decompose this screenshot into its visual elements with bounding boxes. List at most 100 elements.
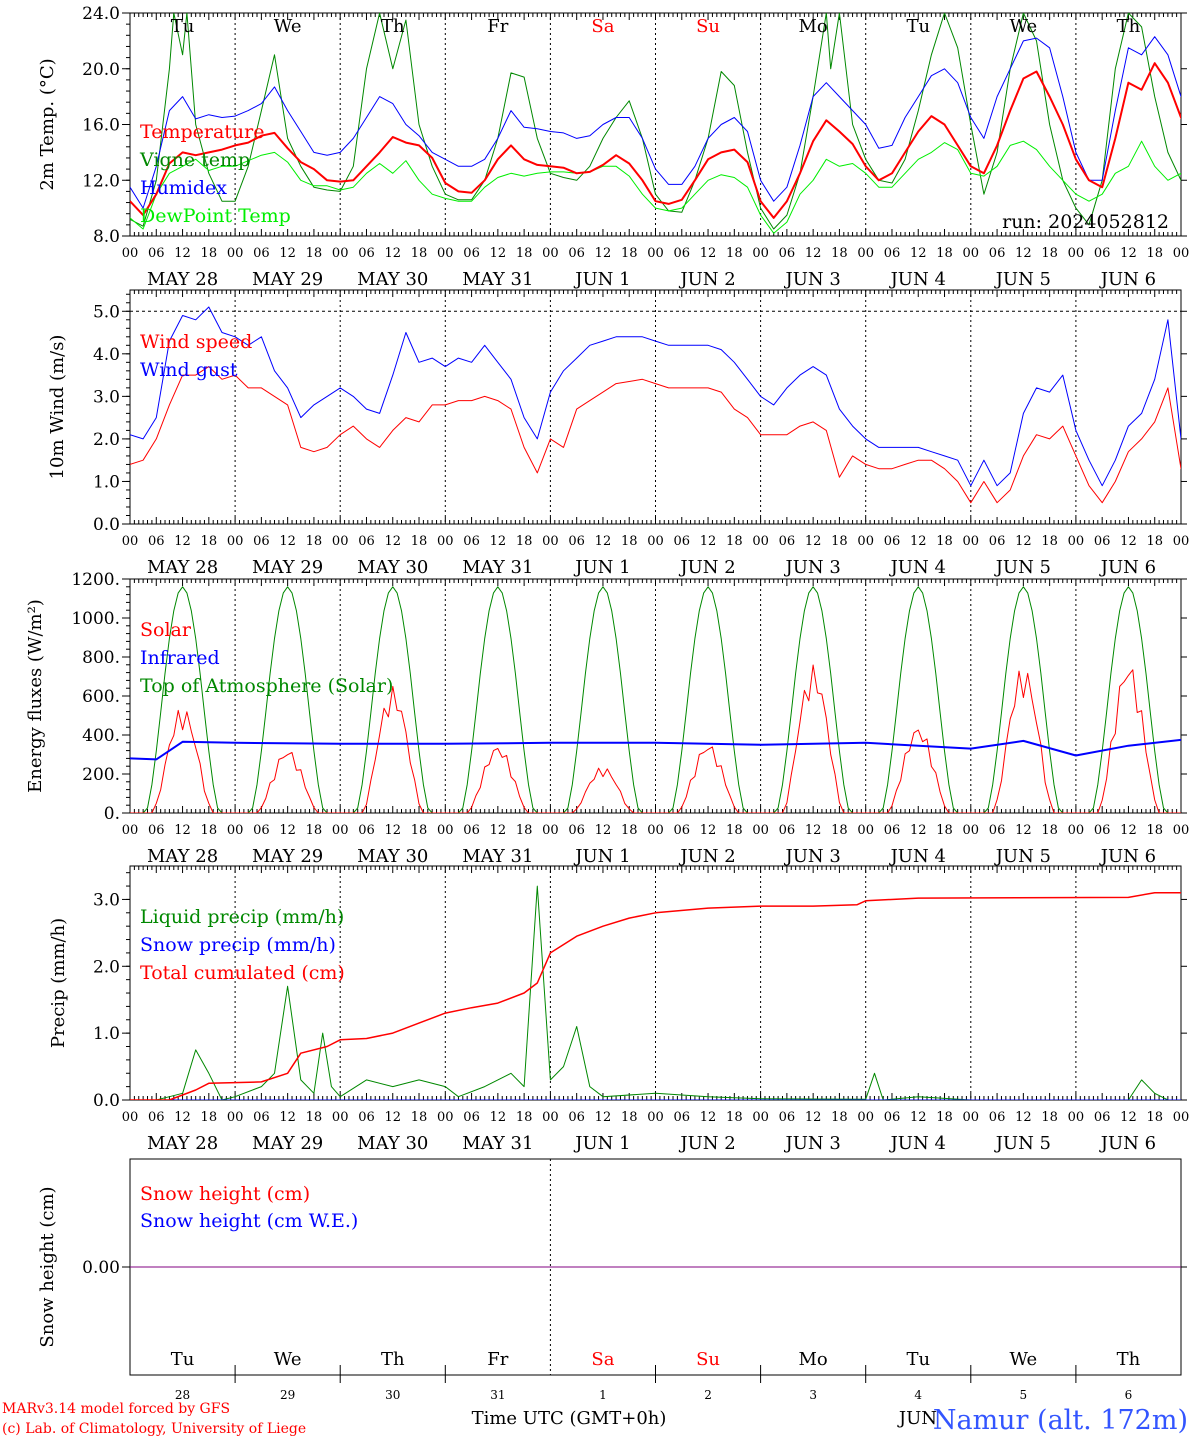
date-label: MAY 31 xyxy=(462,269,533,290)
hour-tick-label: 12 xyxy=(1015,1110,1032,1125)
hour-tick-label: 18 xyxy=(1041,534,1058,549)
hour-tick-label: 06 xyxy=(463,1110,480,1125)
day-name-label: Su xyxy=(696,1349,720,1370)
hour-tick-label: 00 xyxy=(1173,823,1190,838)
hour-tick-label: 00 xyxy=(963,534,980,549)
hour-tick-label: 06 xyxy=(779,534,796,549)
hour-tick-label: 18 xyxy=(936,823,953,838)
y-tick-label: 600. xyxy=(82,687,120,707)
y-tick-label: 1.0 xyxy=(93,1024,120,1044)
y-tick-label: 3.0 xyxy=(93,387,120,407)
day-name-label: Fr xyxy=(487,16,508,37)
hour-tick-label: 00 xyxy=(437,534,454,549)
day-name-label: Tu xyxy=(171,1349,195,1370)
legend-entry: Top of Atmosphere (Solar) xyxy=(140,675,393,697)
hour-tick-label: 06 xyxy=(989,534,1006,549)
day-name-label: Th xyxy=(1117,16,1141,37)
y-axis-label: Snow height (cm) xyxy=(37,1186,58,1347)
date-label: MAY 28 xyxy=(147,269,218,290)
hour-tick-label: 06 xyxy=(1094,1110,1111,1125)
legend-entry: Infrared xyxy=(140,647,220,669)
legend-entry: Solar xyxy=(140,619,192,641)
y-tick-label: 0.00 xyxy=(82,1258,120,1278)
y-tick-label: 16.0 xyxy=(82,116,120,136)
date-label: JUN 5 xyxy=(994,1133,1051,1154)
hour-tick-label: 18 xyxy=(936,246,953,261)
hour-tick-label: 06 xyxy=(358,246,375,261)
hour-tick-label: 12 xyxy=(490,823,507,838)
series-line-wind-speed xyxy=(130,366,1181,504)
hour-tick-label: 06 xyxy=(568,1110,585,1125)
date-label: JUN 4 xyxy=(889,557,946,578)
hour-tick-label: 00 xyxy=(1173,246,1190,261)
hour-tick-label: 18 xyxy=(201,246,218,261)
y-tick-label: 0. xyxy=(104,804,120,824)
day-number-label: 29 xyxy=(280,1388,295,1402)
y-tick-label: 4.0 xyxy=(93,345,120,365)
hour-tick-label: 00 xyxy=(1068,246,1085,261)
hour-tick-label: 12 xyxy=(384,823,401,838)
hour-tick-label: 18 xyxy=(1146,1110,1163,1125)
hour-tick-label: 12 xyxy=(174,246,191,261)
hour-tick-label: 12 xyxy=(805,534,822,549)
hour-tick-label: 12 xyxy=(384,246,401,261)
hour-tick-label: 00 xyxy=(332,534,349,549)
lab-credit: (c) Lab. of Climatology, University of L… xyxy=(2,1421,306,1437)
date-label: JUN 6 xyxy=(1099,269,1156,290)
date-label: JUN 2 xyxy=(678,1133,735,1154)
hour-tick-label: 00 xyxy=(332,246,349,261)
day-name-label: Fr xyxy=(487,1349,508,1370)
hour-tick-label: 00 xyxy=(1173,534,1190,549)
hour-tick-label: 12 xyxy=(595,1110,612,1125)
legend-entry: Humidex xyxy=(140,177,227,199)
legend-entry: Snow height (cm W.E.) xyxy=(140,1210,358,1232)
hour-tick-label: 18 xyxy=(411,534,428,549)
hour-tick-label: 00 xyxy=(963,246,980,261)
hour-tick-label: 12 xyxy=(1015,246,1032,261)
hour-tick-label: 00 xyxy=(542,246,559,261)
date-label: MAY 28 xyxy=(147,557,218,578)
legend-entry: DewPoint Temp xyxy=(140,205,291,227)
hour-tick-label: 00 xyxy=(963,1110,980,1125)
y-tick-label: 1.0 xyxy=(93,472,120,492)
series-line-total-cumulated-cm- xyxy=(130,891,1181,1100)
date-label: JUN 5 xyxy=(994,269,1051,290)
date-label: JUN 3 xyxy=(783,846,840,867)
hour-tick-label: 18 xyxy=(831,823,848,838)
y-tick-label: 400. xyxy=(82,726,120,746)
hour-tick-label: 00 xyxy=(647,246,664,261)
day-name-label: Su xyxy=(696,16,720,37)
hour-tick-label: 18 xyxy=(306,1110,323,1125)
hour-tick-label: 00 xyxy=(857,534,874,549)
y-tick-label: 1200. xyxy=(71,570,120,590)
legend-entry: Wind speed xyxy=(140,331,252,353)
hour-tick-label: 18 xyxy=(726,1110,743,1125)
series-line-solar xyxy=(130,664,1181,813)
day-name-label: Sa xyxy=(591,1349,614,1370)
hour-tick-label: 06 xyxy=(989,823,1006,838)
hour-tick-label: 06 xyxy=(568,823,585,838)
legend-entry: Snow precip (mm/h) xyxy=(140,934,336,956)
hour-tick-label: 12 xyxy=(279,246,296,261)
date-label: MAY 28 xyxy=(147,1133,218,1154)
date-label: JUN 5 xyxy=(994,846,1051,867)
hour-tick-label: 12 xyxy=(1120,246,1137,261)
date-label: MAY 31 xyxy=(462,1133,533,1154)
date-label: MAY 28 xyxy=(147,846,218,867)
day-number-label: 6 xyxy=(1125,1388,1133,1402)
hour-tick-label: 00 xyxy=(122,1110,139,1125)
day-name-label: Th xyxy=(1117,1349,1141,1370)
hour-tick-label: 12 xyxy=(384,534,401,549)
hour-tick-label: 06 xyxy=(1094,823,1111,838)
hour-tick-label: 00 xyxy=(857,823,874,838)
date-label: JUN 6 xyxy=(1099,557,1156,578)
hour-tick-label: 06 xyxy=(463,246,480,261)
hour-tick-label: 12 xyxy=(490,534,507,549)
hour-tick-label: 12 xyxy=(384,1110,401,1125)
hour-tick-label: 06 xyxy=(989,246,1006,261)
legend-entry: Vigne temp xyxy=(139,149,250,171)
y-axis-label: 2m Temp. (°C) xyxy=(37,58,58,190)
hour-tick-label: 06 xyxy=(358,823,375,838)
hour-tick-label: 00 xyxy=(227,246,244,261)
day-number-label: 1 xyxy=(599,1388,607,1402)
